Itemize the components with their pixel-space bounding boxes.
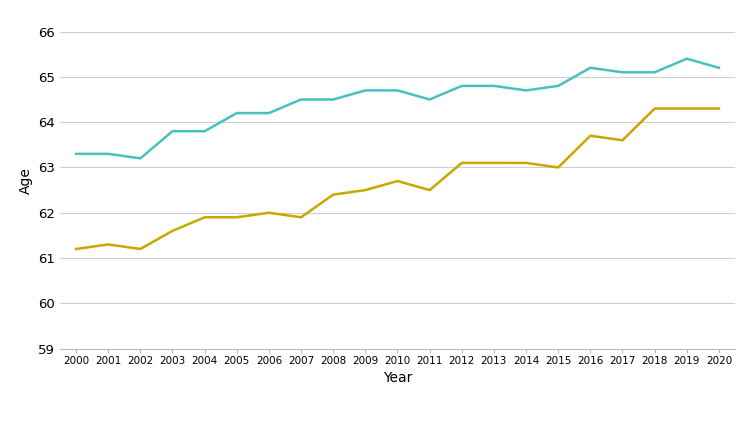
- Female: [393, 178, 402, 184]
- Female: [490, 160, 499, 165]
- Male: [104, 151, 112, 156]
- Female: [715, 106, 724, 111]
- Female: [650, 106, 659, 111]
- Male: [393, 88, 402, 93]
- Male: [586, 65, 595, 71]
- Female: [104, 242, 112, 247]
- Male: [136, 156, 145, 161]
- Male: [521, 88, 530, 93]
- Male: [458, 83, 466, 89]
- Male: [328, 97, 338, 102]
- Male: [650, 70, 659, 75]
- Male: [168, 129, 177, 134]
- Male: [232, 110, 242, 116]
- Female: [200, 215, 209, 220]
- Male: [425, 97, 434, 102]
- X-axis label: Year: Year: [382, 371, 412, 385]
- Female: [136, 246, 145, 252]
- Female: [521, 160, 530, 165]
- Male: [71, 151, 80, 156]
- Female: [458, 160, 466, 165]
- Female: [361, 187, 370, 193]
- Line: Female: Female: [76, 109, 719, 249]
- Male: [200, 129, 209, 134]
- Female: [618, 138, 627, 143]
- Female: [586, 133, 595, 139]
- Male: [361, 88, 370, 93]
- Female: [232, 215, 242, 220]
- Female: [554, 165, 562, 170]
- Male: [490, 83, 499, 89]
- Y-axis label: Age: Age: [19, 168, 33, 194]
- Female: [168, 228, 177, 233]
- Female: [265, 210, 274, 215]
- Male: [682, 56, 692, 61]
- Line: Male: Male: [76, 59, 719, 158]
- Female: [328, 192, 338, 197]
- Female: [296, 215, 305, 220]
- Female: [425, 187, 434, 193]
- Male: [296, 97, 305, 102]
- Male: [618, 70, 627, 75]
- Male: [554, 83, 562, 89]
- Female: [682, 106, 692, 111]
- Male: [715, 65, 724, 71]
- Female: [71, 246, 80, 252]
- Male: [265, 110, 274, 116]
